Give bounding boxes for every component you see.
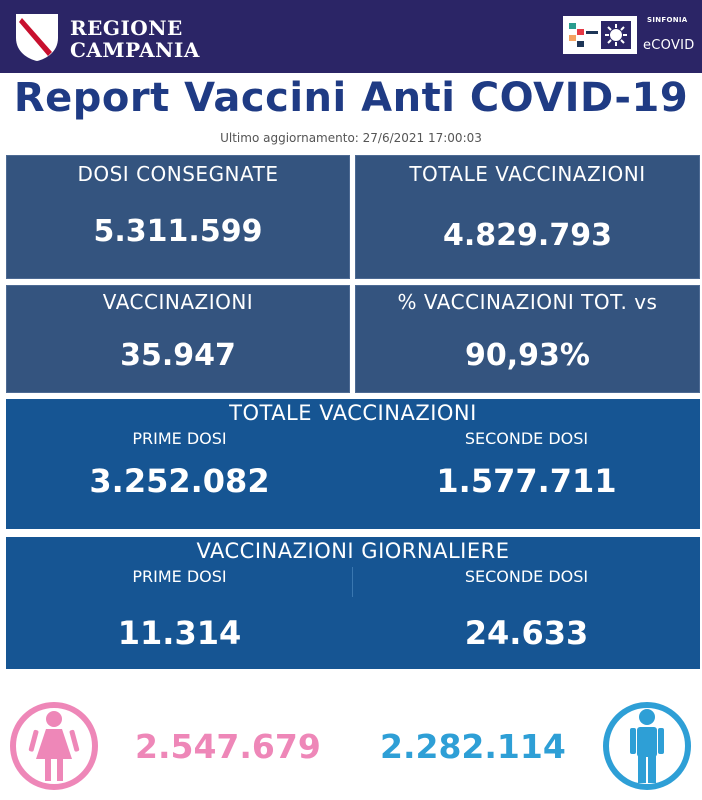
male-vaccinated-value: 2.282.114 (380, 727, 566, 766)
region-campania-logo-icon (16, 14, 58, 61)
seconde-dosi-value: 24.633 (464, 614, 589, 652)
region-name-line1: REGIONE (70, 16, 183, 40)
card-label: DOSI CONSEGNATE (77, 162, 279, 186)
region-name: REGIONE CAMPANIA (70, 17, 200, 61)
seconde-dosi-label: SECONDE DOSI (464, 429, 589, 448)
card-value: 4.829.793 (443, 218, 612, 253)
card-totale-vaccinazioni: TOTALE VACCINAZIONI 4.829.793 (355, 155, 700, 279)
card-value: 35.947 (120, 338, 236, 373)
last-update-text: Ultimo aggiornamento: 27/6/2021 17:00:03 (220, 131, 482, 145)
prime-dosi-label: PRIME DOSI (132, 429, 227, 448)
card-value: 5.311.599 (93, 214, 263, 249)
panel-divider (352, 567, 353, 597)
panel-title: VACCINAZIONI GIORNALIERE (196, 539, 510, 563)
sinfonia-label: SINFONIA (647, 16, 688, 24)
female-icon (10, 702, 98, 790)
prime-dosi-label: PRIME DOSI (132, 567, 227, 586)
card-vaccinazioni: VACCINAZIONI 35.947 (6, 285, 350, 393)
panel-title: TOTALE VACCINAZIONI (229, 401, 477, 425)
region-name-line2: CAMPANIA (70, 38, 200, 62)
card-percentuale-vaccinazioni: % VACCINAZIONI TOT. vs 90,93% (355, 285, 700, 393)
card-value: 90,93% (465, 338, 590, 373)
seconde-dosi-value: 1.577.711 (436, 462, 617, 500)
card-label: % VACCINAZIONI TOT. vs (397, 290, 658, 314)
card-label: VACCINAZIONI (102, 290, 254, 314)
card-dosi-consegnate: DOSI CONSEGNATE 5.311.599 (6, 155, 350, 279)
female-vaccinated-value: 2.547.679 (135, 727, 321, 766)
prime-dosi-value: 3.252.082 (89, 462, 270, 500)
prime-dosi-value: 11.314 (117, 614, 242, 652)
header-bar: REGIONE CAMPANIA SINFONIA eCOVID (0, 0, 702, 73)
ecovid-label: eCOVID (643, 38, 695, 53)
card-label: TOTALE VACCINAZIONI (409, 162, 646, 186)
male-icon (603, 702, 691, 790)
panel-vaccinazioni-giornaliere: VACCINAZIONI GIORNALIERE PRIME DOSI SECO… (6, 537, 700, 669)
sinfonia-logo-icon (563, 16, 637, 54)
page-title: Report Vaccini Anti COVID-19 (13, 75, 689, 121)
panel-totale-vaccinazioni: TOTALE VACCINAZIONI PRIME DOSI SECONDE D… (6, 399, 700, 529)
seconde-dosi-label: SECONDE DOSI (464, 567, 589, 586)
